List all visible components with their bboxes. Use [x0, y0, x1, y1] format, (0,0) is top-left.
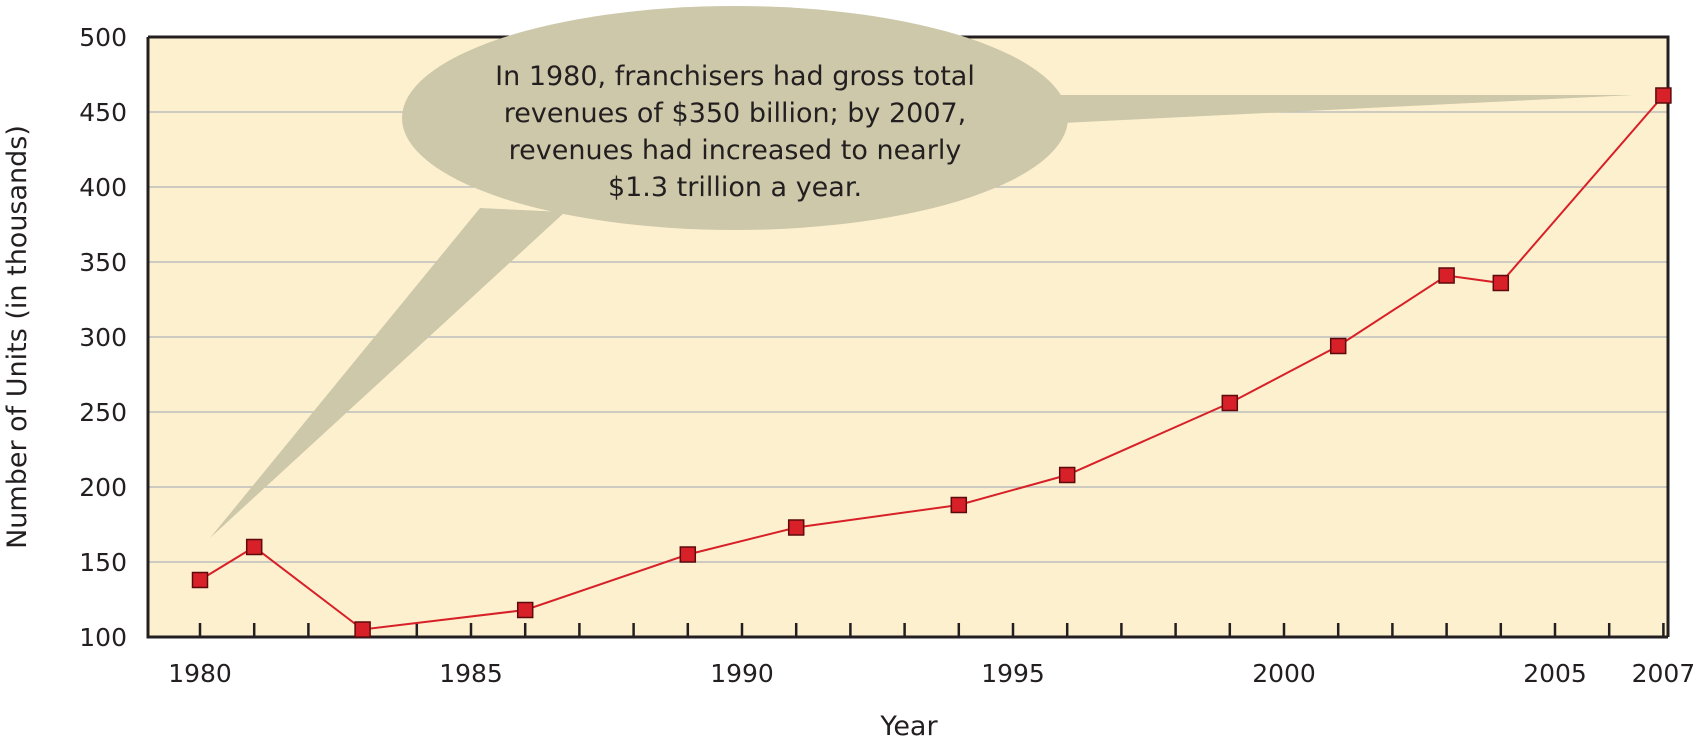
y-tick-label: 200 [79, 473, 127, 502]
data-point-marker [354, 621, 371, 638]
y-tick-label: 250 [79, 398, 127, 427]
data-point-marker [1329, 337, 1347, 355]
data-point-marker [1492, 274, 1510, 292]
y-tick-label: 400 [79, 173, 127, 202]
callout-line-3: revenues had increased to nearly [509, 135, 962, 166]
data-point-marker [1221, 394, 1239, 412]
data-point-marker [516, 601, 534, 619]
callout-line-4: $1.3 trillion a year. [608, 172, 862, 203]
x-axis-tick-labels: 1980 1985 1990 1995 2000 2005 2007 [168, 659, 1695, 688]
x-axis-title: Year [879, 711, 938, 742]
series-layer [191, 87, 1672, 638]
y-tick-label: 150 [79, 548, 127, 577]
callout-line-2: revenues of $350 billion; by 2007, [504, 98, 967, 129]
x-tick-label: 2005 [1523, 659, 1587, 688]
y-tick-label: 450 [79, 98, 127, 127]
y-axis-title: Number of Units (in thousands) [2, 125, 33, 549]
y-axis-tick-labels: 100 150 200 250 300 350 400 450 500 [79, 23, 127, 652]
data-point-marker [1058, 466, 1076, 484]
data-point-marker [787, 519, 805, 536]
x-tick-label: 1995 [981, 659, 1045, 688]
x-tick-label: 1990 [710, 659, 774, 688]
data-point-marker [950, 496, 968, 514]
x-tick-label: 1985 [439, 659, 503, 688]
x-tick-label: 1980 [168, 659, 232, 688]
data-point-marker [245, 538, 263, 556]
y-tick-label: 500 [79, 23, 127, 52]
y-tick-label: 100 [79, 623, 127, 652]
data-point-marker [679, 546, 697, 563]
data-point-marker [191, 571, 209, 589]
data-point-marker [1655, 87, 1672, 104]
data-point-marker [1438, 267, 1455, 284]
annotation-callout: In 1980, franchisers had gross total rev… [210, 6, 1634, 538]
x-tick-label: 2007 [1632, 659, 1696, 688]
y-tick-label: 350 [79, 248, 127, 277]
x-tick-label: 2000 [1252, 659, 1316, 688]
y-tick-label: 300 [79, 323, 127, 352]
callout-bubble-ellipse [402, 6, 1068, 230]
callout-line-1: In 1980, franchisers had gross total [495, 61, 975, 92]
